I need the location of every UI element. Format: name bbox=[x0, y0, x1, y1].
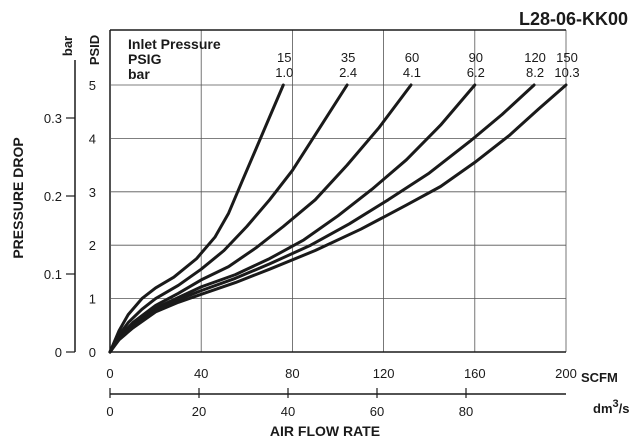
x2-ticks: 0 20 40 60 80 bbox=[106, 388, 473, 419]
y-tick-label: 0 bbox=[89, 345, 96, 360]
legend-psig-120: 120 bbox=[524, 50, 546, 65]
x2-tick-label: 0 bbox=[106, 404, 113, 419]
legend-psig-35: 35 bbox=[341, 50, 355, 65]
y2-ticks: 0 0.1 0.2 0.3 bbox=[44, 111, 75, 360]
y2-tick-label: 0.3 bbox=[44, 111, 62, 126]
legend-bar-150: 10.3 bbox=[554, 65, 579, 80]
x-tick-label: 40 bbox=[194, 366, 208, 381]
legend-psig-15: 15 bbox=[277, 50, 291, 65]
series-line-35-psig bbox=[108, 83, 349, 354]
legend-bar-35: 2.4 bbox=[339, 65, 357, 80]
y-primary-unit: PSID bbox=[87, 35, 102, 65]
x-tick-label: 120 bbox=[373, 366, 395, 381]
x-tick-label: 0 bbox=[106, 366, 113, 381]
legend-bar-120: 8.2 bbox=[526, 65, 544, 80]
legend-title: Inlet Pressure bbox=[128, 36, 221, 52]
y2-tick-label: 0.1 bbox=[44, 267, 62, 282]
x2-tick-label: 20 bbox=[192, 404, 206, 419]
x2-tick-label: 80 bbox=[459, 404, 473, 419]
x-primary-unit: SCFM bbox=[581, 370, 618, 385]
legend-bar-15: 1.0 bbox=[275, 65, 293, 80]
x2-tick-label: 40 bbox=[281, 404, 295, 419]
legend-psig-150: 150 bbox=[556, 50, 578, 65]
series-line-60-psig bbox=[108, 83, 413, 354]
legend-bar-90: 6.2 bbox=[467, 65, 485, 80]
tick-labels: 0 40 80 120 160 200 0 1 2 3 4 5 bbox=[89, 78, 577, 381]
y2-tick-label: 0.2 bbox=[44, 189, 62, 204]
chart-title: L28-06-KK00 bbox=[519, 9, 628, 29]
legend-psig-90: 90 bbox=[469, 50, 483, 65]
legend-bar-60: 4.1 bbox=[403, 65, 421, 80]
y-axis-title: PRESSURE DROP bbox=[10, 137, 26, 258]
legend-row-bar: bar bbox=[128, 66, 150, 82]
y-secondary-unit: bar bbox=[60, 36, 75, 56]
x-tick-label: 80 bbox=[285, 366, 299, 381]
y-tick-label: 4 bbox=[89, 131, 96, 146]
x2-tick-label: 60 bbox=[370, 404, 384, 419]
x-secondary-unit: dm3/s bbox=[593, 398, 629, 416]
x-axis-title: AIR FLOW RATE bbox=[270, 423, 380, 439]
series-line-15-psig bbox=[108, 83, 285, 354]
legend-row-psig: PSIG bbox=[128, 51, 162, 67]
x-tick-label: 160 bbox=[464, 366, 486, 381]
series-layer bbox=[108, 83, 568, 354]
series-line-150-psig bbox=[108, 83, 568, 354]
y-tick-label: 2 bbox=[89, 238, 96, 253]
legend-psig-60: 60 bbox=[405, 50, 419, 65]
y-tick-label: 3 bbox=[89, 185, 96, 200]
y-tick-label: 5 bbox=[89, 78, 96, 93]
y2-tick-label: 0 bbox=[55, 345, 62, 360]
x-tick-label: 200 bbox=[555, 366, 577, 381]
y-tick-label: 1 bbox=[89, 292, 96, 307]
